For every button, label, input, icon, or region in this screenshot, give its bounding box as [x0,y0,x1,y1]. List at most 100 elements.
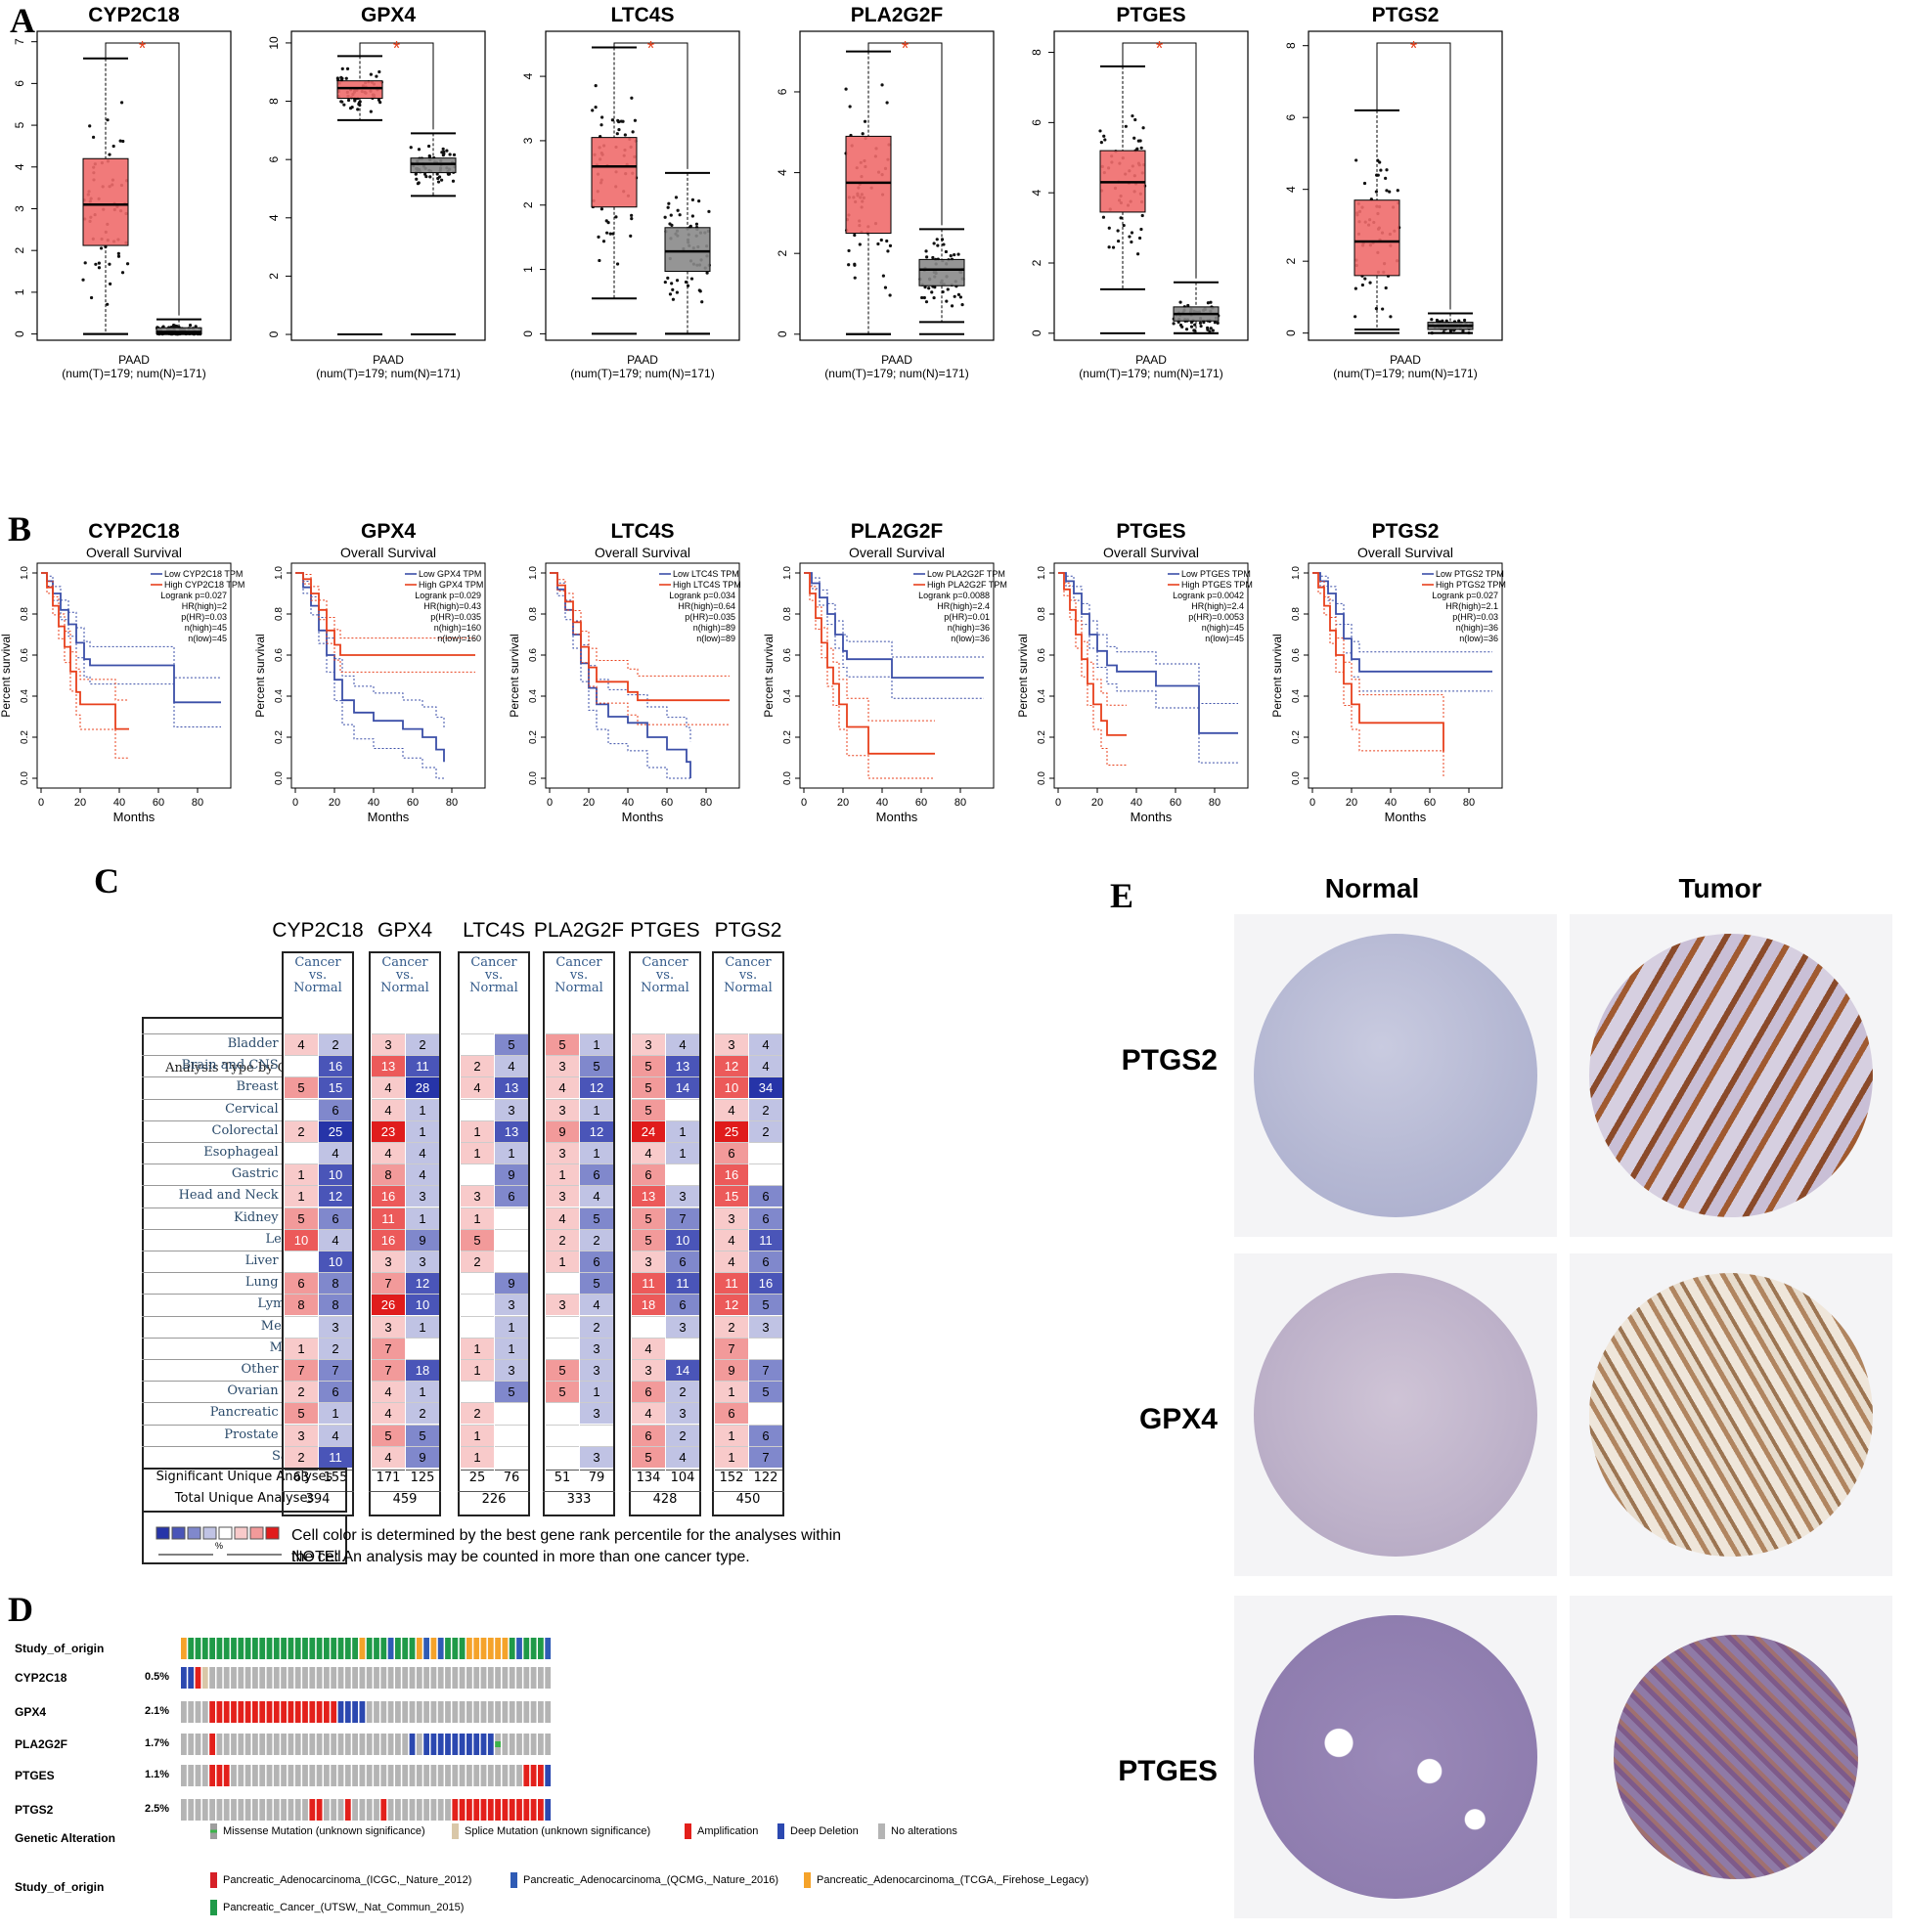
y-tick-label: 0.6 [274,648,285,662]
tissue-core [1614,1635,1858,1879]
alteration-cell [466,1799,472,1821]
alteration-cell [445,1765,451,1786]
significance-star: * [139,38,147,60]
alteration-cell [502,1734,509,1755]
heat-cell: 1 [406,1315,439,1338]
tumor-point [848,105,852,109]
panel-label-d: D [8,1590,33,1629]
alteration-cell [516,1667,522,1689]
study-cell [324,1638,330,1659]
tumor-point [881,274,885,278]
heat-cell: 4 [372,1445,405,1468]
alteration-cell [344,1667,351,1689]
alteration-cell [380,1701,387,1723]
legend-note-1: Cell color is determined by the best gen… [291,1527,842,1565]
heat-cell: 2 [749,1120,782,1142]
normal-point [436,180,441,184]
alteration-cell [452,1734,459,1755]
heat-cell: 2 [285,1381,318,1403]
normal-point [452,153,457,156]
alteration-cell [545,1667,552,1689]
alteration-cell [445,1667,451,1689]
x-tick-label: 40 [1385,797,1397,809]
alteration-cell [374,1667,379,1689]
alteration-cell [195,1765,201,1786]
alteration-cell [231,1734,237,1755]
heat-cell: 5 [546,1359,579,1381]
y-tick-label: 4 [13,163,26,170]
normal-point [684,280,688,285]
alteration-legend-item: Splice Mutation (unknown significance) [452,1823,650,1839]
y-tick-label: 0.2 [1291,730,1302,744]
alteration-cell [523,1734,530,1755]
alteration-cell [201,1799,208,1821]
cancer-vs-normal-label: Cancer [725,955,772,970]
heat-cell: 5 [406,1424,439,1446]
alteration-cell [359,1734,366,1755]
normal-point [435,172,439,176]
alteration-cell [523,1799,530,1821]
normal-point [1189,325,1194,329]
normal-point [1430,318,1434,322]
heat-cell: 4 [406,1164,439,1186]
km-title: LTC4S [611,520,675,543]
heat-cell [749,1337,782,1359]
heat-cell: 10 [715,1076,748,1099]
alteration-cell [244,1734,251,1755]
ihc-row-ptgs2: PTGS2 [1121,1044,1218,1076]
heat-cell: 2 [319,1033,352,1055]
tumor-point [1363,277,1367,281]
study-cell [288,1638,294,1659]
alteration-cell [380,1734,387,1755]
heat-cell: 6 [715,1142,748,1164]
alteration-cell [495,1799,501,1821]
legend-tick: 5 [177,1525,182,1527]
y-tick-label: 0.8 [782,607,793,621]
alteration-cell [437,1734,444,1755]
normal-point [1444,319,1448,323]
heat-cell: 9 [495,1272,528,1295]
tumor-point [119,101,124,105]
heat-cell: 11 [715,1272,748,1295]
tumor-point [880,83,884,87]
tumor-point [116,254,121,258]
normal-point [1462,318,1467,323]
significant-count: 134 [632,1470,665,1485]
heat-cell: 5 [632,1445,665,1468]
alteration-cell [409,1799,416,1821]
heat-cell: 1 [580,1142,613,1164]
study-cell [495,1638,501,1659]
heat-cell: 4 [406,1142,439,1164]
heat-cell: 4 [666,1033,699,1055]
tumor-point [91,135,96,139]
legend-bg [401,567,483,591]
tumor-point [1378,160,1382,164]
low-ci-lower [550,572,690,779]
box-title: PTGS2 [1372,4,1440,26]
normal-point [945,299,949,303]
alteration-cell [209,1701,215,1723]
heat-cell: 9 [495,1164,528,1186]
study-cell [452,1638,459,1659]
alteration-cell [273,1765,280,1786]
alteration-cell [188,1765,195,1786]
tumor-point [617,127,621,132]
alteration-cell [281,1701,287,1723]
alteration-cell [437,1765,444,1786]
x-label: PAAD [627,353,658,367]
y-tick-label: 0.8 [1037,607,1047,621]
legend-swatch [155,1526,170,1540]
low-survival-line [1058,572,1238,734]
box-title: LTC4S [611,4,675,26]
x-tick-label: 0 [801,797,807,809]
heat-cell: 3 [319,1315,352,1338]
heat-cell: 5 [372,1424,405,1446]
tumor-point [1116,239,1121,243]
alteration-cell [480,1701,487,1723]
heat-cell: 6 [715,1402,748,1425]
tumor-point [348,107,353,110]
heat-cell: 12 [406,1272,439,1295]
total-count: 226 [458,1491,530,1507]
heat-cell: 11 [372,1207,405,1229]
alteration-cell [530,1765,537,1786]
